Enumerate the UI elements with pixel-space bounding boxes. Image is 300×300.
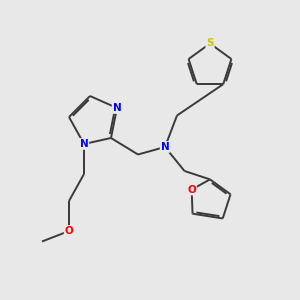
Text: N: N <box>112 103 122 113</box>
Text: S: S <box>206 38 214 49</box>
Text: O: O <box>64 226 74 236</box>
Text: O: O <box>187 184 196 195</box>
Text: N: N <box>80 139 88 149</box>
Text: N: N <box>160 142 169 152</box>
